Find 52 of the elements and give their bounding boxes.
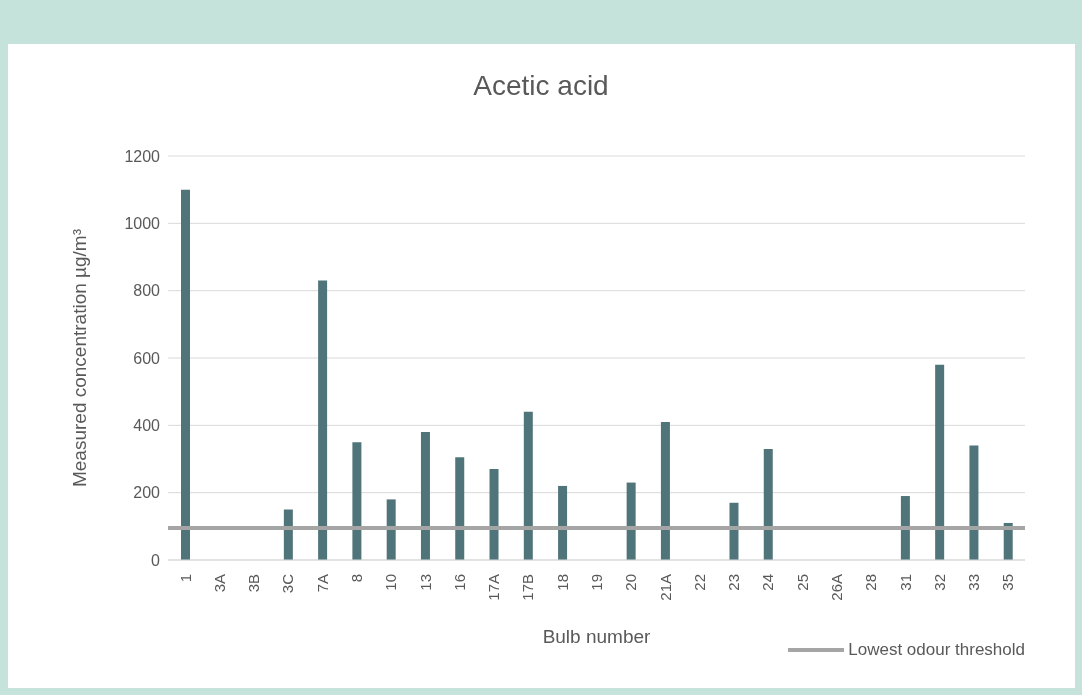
bar (935, 364, 945, 560)
bar (558, 485, 568, 560)
x-tick-label: 23 (725, 574, 743, 591)
bar (969, 445, 979, 560)
bar (318, 280, 328, 560)
x-tick-label: 26A (827, 574, 845, 601)
x-tick-label: 31 (896, 574, 914, 591)
x-tick-label: 21A (656, 574, 674, 601)
y-tick-label: 0 (151, 551, 161, 569)
bar (626, 482, 636, 560)
x-tick-label: 32 (930, 574, 948, 591)
x-tick-label: 19 (588, 574, 605, 591)
bar (181, 189, 190, 560)
y-tick-label: 1200 (124, 147, 161, 165)
x-tick-label: 1 (176, 574, 194, 583)
bar (455, 457, 465, 560)
chart-title: Acetic acid (472, 70, 610, 102)
y-axis-title: Measured concentration µg/m³ (69, 228, 91, 488)
x-tick-label: 17A (485, 574, 503, 601)
x-tick-label: 18 (553, 574, 571, 591)
y-tick-label: 600 (133, 349, 161, 367)
x-axis-title: Bulb number (542, 626, 651, 647)
bar (420, 432, 430, 560)
bar (660, 421, 670, 560)
x-tick-label: 24 (759, 574, 777, 591)
bar (386, 499, 396, 560)
x-tick-label: 20 (622, 574, 640, 591)
legend-label: Lowest odour threshold (848, 640, 1025, 660)
x-tick-label: 13 (416, 574, 434, 591)
bar (489, 469, 499, 560)
x-tick-label: 16 (450, 574, 468, 591)
bar (729, 502, 739, 560)
x-tick-label: 10 (382, 574, 400, 591)
y-tick-label: 400 (133, 417, 161, 435)
x-tick-label: 3A (210, 574, 228, 593)
x-tick-label: 3B (245, 574, 263, 593)
x-tick-label: 8 (348, 574, 366, 583)
bar (763, 448, 773, 560)
x-tick-label: 17B (519, 574, 537, 601)
y-tick-label: 200 (133, 484, 161, 502)
bar (523, 411, 533, 560)
x-tick-label: 33 (965, 574, 983, 591)
x-tick-label: 28 (862, 574, 880, 591)
x-tick-label: 25 (793, 574, 811, 591)
y-tick-label: 800 (133, 282, 161, 300)
x-tick-label: 3C (279, 573, 297, 594)
y-tick-label: 1000 (124, 215, 161, 233)
bar (352, 442, 362, 560)
x-tick-label: 22 (690, 574, 708, 591)
x-tick-label: 35 (999, 574, 1017, 591)
x-tick-label: 7A (313, 574, 331, 593)
bar (900, 496, 910, 560)
